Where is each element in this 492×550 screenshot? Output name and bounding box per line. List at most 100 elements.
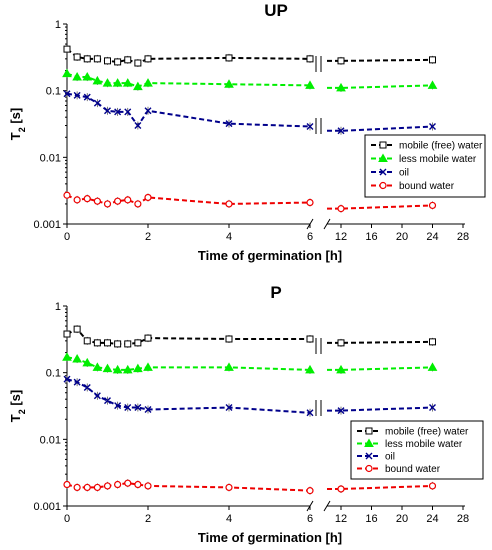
data-point — [114, 402, 122, 410]
y-tick-label: 1 — [55, 19, 61, 31]
data-point — [337, 485, 345, 493]
x-tick-label: 28 — [457, 231, 469, 243]
x-axis-label: Time of germination [h] — [198, 248, 342, 263]
x-tick-label: 2 — [145, 513, 151, 525]
series-bound-water — [63, 479, 437, 495]
series-line — [66, 482, 311, 492]
data-point — [225, 54, 233, 62]
data-point — [92, 362, 103, 371]
series-line — [327, 484, 433, 490]
data-point — [72, 354, 82, 363]
y-tick-label: 1 — [55, 301, 61, 313]
legend-label: bound water — [385, 464, 441, 475]
data-point — [306, 335, 314, 343]
data-point — [427, 362, 438, 371]
y-tick-label: 0.01 — [40, 434, 61, 446]
series-break-mark — [315, 338, 322, 416]
data-point — [337, 205, 345, 213]
data-point — [306, 55, 314, 63]
x-tick-label: 4 — [226, 513, 232, 525]
legend-label: less mobile water — [399, 154, 477, 165]
data-point — [429, 404, 436, 412]
y-axis-label-main: T — [8, 414, 23, 422]
data-point — [124, 404, 132, 412]
x-tick-label: 0 — [64, 231, 70, 243]
y-axis-label-sub: 2 — [17, 127, 27, 132]
series-line — [66, 356, 311, 371]
data-point — [104, 57, 111, 65]
series-line — [66, 72, 311, 88]
data-point — [104, 107, 111, 115]
y-tick-label: 0.1 — [46, 86, 61, 98]
x-axis-label: Time of germination [h] — [198, 530, 342, 545]
data-point — [134, 480, 142, 489]
data-point — [62, 352, 72, 361]
series-bound-water — [63, 191, 437, 213]
data-point — [306, 123, 314, 131]
data-point — [306, 198, 314, 207]
series-line — [327, 366, 433, 371]
data-point — [114, 197, 122, 205]
x-tick-label: 24 — [426, 231, 438, 243]
data-point — [134, 200, 142, 208]
x-tick-label: 0 — [64, 513, 70, 525]
y-tick-label: 0.1 — [46, 368, 61, 380]
data-point — [103, 482, 112, 490]
data-point — [122, 78, 133, 87]
x-tick-label: 16 — [365, 231, 377, 243]
data-point — [83, 195, 91, 203]
data-point — [144, 107, 152, 115]
data-point — [83, 383, 91, 391]
series-break-mark — [315, 56, 322, 134]
data-point — [103, 200, 112, 208]
data-point — [337, 57, 345, 65]
data-point — [62, 68, 72, 78]
legend-label: bound water — [399, 181, 455, 192]
x-tick-label: 12 — [335, 513, 347, 525]
data-point — [72, 72, 82, 81]
data-point — [73, 325, 81, 333]
series-line — [66, 327, 310, 345]
series-line — [327, 58, 433, 62]
legend-marker — [379, 168, 387, 176]
data-point — [124, 196, 132, 204]
legend-label: oil — [385, 452, 395, 463]
data-point — [429, 123, 436, 131]
data-point — [124, 108, 132, 116]
data-point — [83, 483, 91, 492]
data-point — [224, 362, 234, 371]
y-axis-label: T2 [s] — [8, 108, 27, 140]
data-point — [63, 375, 71, 383]
data-point — [306, 409, 314, 417]
legend-marker — [365, 427, 373, 435]
data-point — [63, 90, 71, 98]
data-point — [428, 482, 437, 490]
data-point — [225, 120, 233, 128]
data-point — [225, 335, 233, 343]
series-line — [327, 125, 433, 132]
data-point — [429, 56, 436, 64]
data-point — [144, 406, 152, 414]
data-point — [336, 82, 346, 92]
x-tick-label: 20 — [396, 513, 408, 525]
x-tick-label: 20 — [396, 231, 408, 243]
x-tick-label: 6 — [307, 231, 313, 243]
data-point — [83, 93, 91, 101]
x-tick-label: 2 — [145, 231, 151, 243]
data-point — [427, 80, 438, 89]
data-point — [337, 127, 345, 135]
data-point — [428, 201, 437, 210]
data-point — [124, 340, 132, 348]
y-axis-label-main: T — [8, 132, 23, 140]
legend-label: less mobile water — [385, 439, 463, 450]
data-point — [134, 122, 142, 130]
legend-label: mobile (free) water — [385, 427, 469, 438]
data-point — [305, 364, 315, 374]
data-point — [144, 193, 152, 202]
legend-marker — [365, 464, 373, 473]
data-point — [133, 81, 143, 91]
